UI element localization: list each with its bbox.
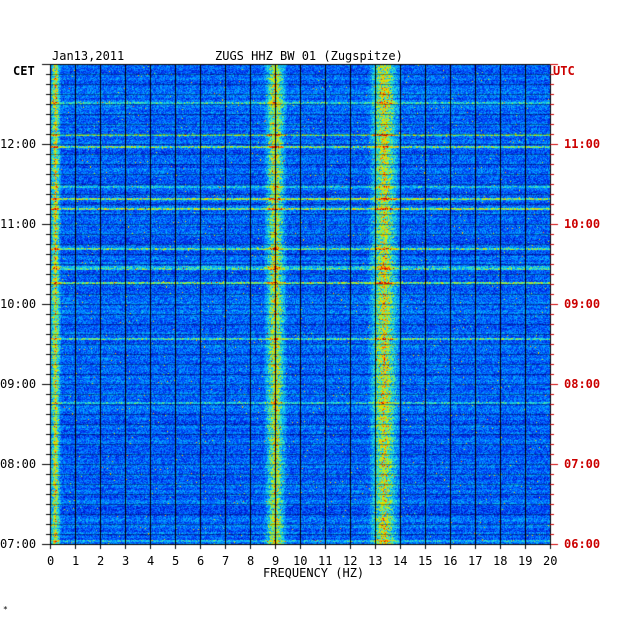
utc-tick-label: 11:00: [564, 137, 601, 152]
frequency-tick-label: 3: [122, 554, 130, 568]
frequency-tick-label: 18: [493, 554, 508, 568]
frequency-tick-label: 2: [97, 554, 105, 568]
cet-tick-label: 10:00: [0, 297, 37, 311]
frequency-tick-label: 4: [147, 554, 155, 568]
cet-tick-label: 07:00: [0, 537, 37, 551]
frequency-tick-label: 6: [197, 554, 205, 568]
utc-tick-label: 10:00: [564, 216, 601, 231]
cet-tick-label: 08:00: [0, 456, 37, 471]
frequency-tick-label: 15: [418, 554, 433, 568]
frequency-tick-label: 17: [468, 554, 483, 568]
cet-tick-label: 09:00: [0, 377, 37, 392]
frequency-tick-label: 19: [518, 554, 533, 568]
frequency-tick-label: 5: [172, 554, 180, 568]
utc-tick-label: 09:00: [564, 297, 601, 311]
frequency-tick-label: 13: [368, 554, 383, 568]
frequency-tick-label: 12: [343, 554, 358, 568]
utc-tick-label: 06:00: [564, 537, 601, 551]
utc-tick-label: 08:00: [564, 377, 601, 392]
frequency-tick-label: 11: [318, 554, 333, 568]
frequency-tick-label: 16: [443, 554, 458, 568]
frequency-tick-label: 20: [543, 554, 558, 568]
frequency-tick-label: 9: [272, 554, 280, 568]
frequency-tick-label: 10: [293, 554, 308, 568]
cet-tick-label: 11:00: [0, 216, 37, 231]
cet-tick-label: 12:00: [0, 137, 37, 152]
utc-tick-label: 07:00: [564, 456, 601, 471]
footer-mark: *: [3, 605, 8, 614]
frequency-tick-label: 14: [393, 554, 408, 568]
utc-label: UTC: [553, 64, 575, 78]
x-axis-label: FREQUENCY (HZ): [263, 566, 365, 580]
station-title: ZUGS HHZ BW 01 (Zugspitze): [215, 49, 403, 63]
frequency-tick-label: 8: [247, 554, 255, 568]
frequency-tick-label: 7: [222, 554, 230, 568]
frequency-tick-label: 0: [47, 554, 55, 568]
cet-label: CET: [13, 64, 35, 78]
frequency-tick-label: 1: [72, 554, 80, 568]
date-label: Jan13,2011: [52, 49, 125, 63]
